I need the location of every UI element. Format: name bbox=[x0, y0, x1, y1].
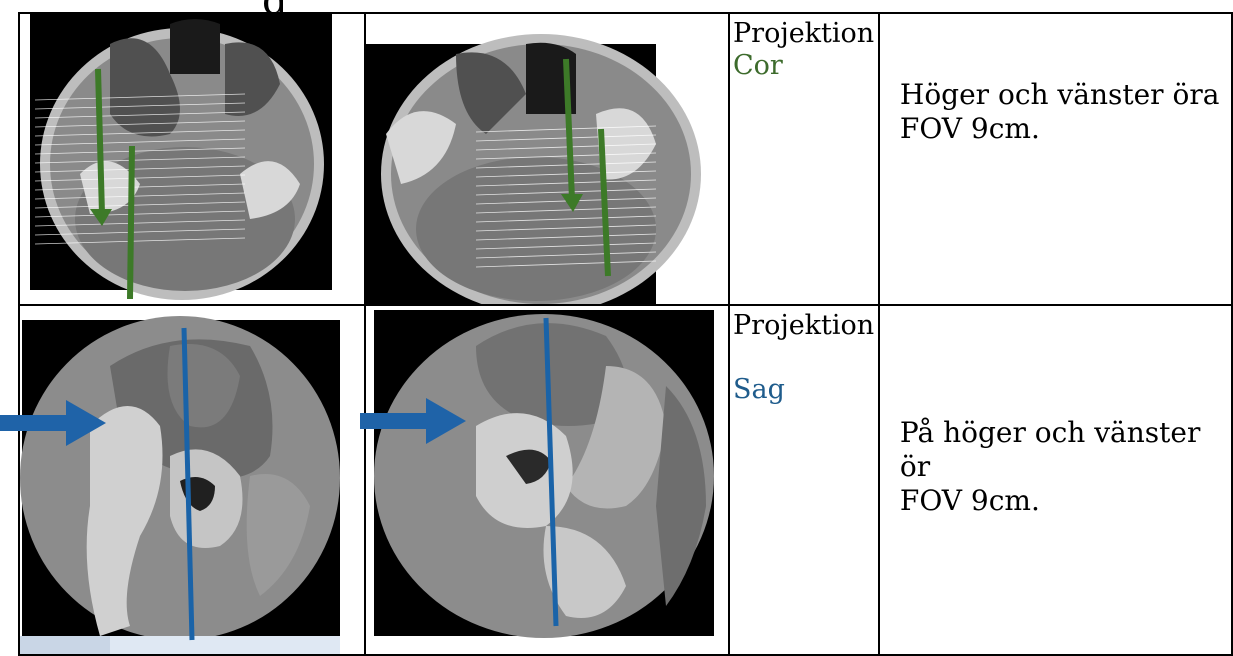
description-line: På höger och vänster ör bbox=[899, 416, 1201, 483]
description-line: FOV 9cm. bbox=[899, 112, 1040, 145]
description-cell: På höger och vänster ör FOV 9cm. bbox=[877, 304, 1233, 656]
projection-name-cor: Cor bbox=[733, 50, 783, 81]
ct-image-cell bbox=[18, 12, 366, 306]
description-text: På höger och vänster ör FOV 9cm. bbox=[881, 307, 1230, 518]
ct-image-cell bbox=[364, 304, 730, 656]
projection-label: Projektion bbox=[733, 310, 875, 341]
projection-name-sag: Sag bbox=[733, 374, 785, 405]
description-line: FOV 9cm. bbox=[899, 484, 1040, 517]
description-text: Höger och vänster öra FOV 9cm. bbox=[881, 15, 1230, 146]
ct-coronal-image bbox=[21, 316, 340, 653]
description-cell: Höger och vänster öra FOV 9cm. bbox=[877, 12, 1233, 306]
protocol-table: Projektion Cor Höger och vänster öra FOV… bbox=[18, 12, 1233, 656]
table-row: Projektion Cor Höger och vänster öra FOV… bbox=[18, 12, 1233, 306]
blue-arrow-icon bbox=[0, 400, 106, 446]
projection-cell: Projektion Cor bbox=[728, 12, 880, 306]
description-line: Höger och vänster öra bbox=[899, 78, 1220, 111]
ct-coronal-image bbox=[374, 310, 714, 638]
ct-axial-image bbox=[367, 34, 701, 303]
blue-arrow-icon bbox=[360, 398, 466, 444]
projection-label: Projektion bbox=[733, 18, 875, 49]
projection-cell: Projektion Sag bbox=[728, 304, 880, 656]
table-row: Projektion Sag På höger och vänster ör F… bbox=[18, 304, 1233, 656]
ct-image-cell bbox=[364, 12, 730, 306]
ct-axial-image bbox=[30, 15, 332, 300]
ct-image-cell bbox=[18, 304, 366, 656]
